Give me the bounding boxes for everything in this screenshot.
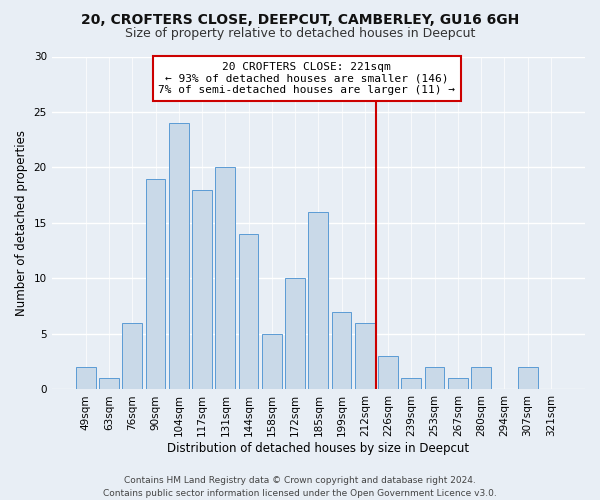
Bar — [122, 323, 142, 390]
Bar — [262, 334, 282, 390]
Bar — [471, 368, 491, 390]
Bar — [215, 168, 235, 390]
X-axis label: Distribution of detached houses by size in Deepcut: Distribution of detached houses by size … — [167, 442, 469, 455]
Bar — [239, 234, 259, 390]
Bar — [308, 212, 328, 390]
Bar — [448, 378, 468, 390]
Bar — [285, 278, 305, 390]
Bar — [76, 368, 95, 390]
Text: 20 CROFTERS CLOSE: 221sqm
← 93% of detached houses are smaller (146)
7% of semi-: 20 CROFTERS CLOSE: 221sqm ← 93% of detac… — [158, 62, 455, 95]
Bar — [99, 378, 119, 390]
Text: Size of property relative to detached houses in Deepcut: Size of property relative to detached ho… — [125, 28, 475, 40]
Bar — [378, 356, 398, 390]
Bar — [192, 190, 212, 390]
Bar — [355, 323, 375, 390]
Bar — [146, 178, 166, 390]
Bar — [332, 312, 352, 390]
Bar — [518, 368, 538, 390]
Bar — [169, 123, 188, 390]
Bar — [401, 378, 421, 390]
Text: 20, CROFTERS CLOSE, DEEPCUT, CAMBERLEY, GU16 6GH: 20, CROFTERS CLOSE, DEEPCUT, CAMBERLEY, … — [81, 12, 519, 26]
Text: Contains HM Land Registry data © Crown copyright and database right 2024.
Contai: Contains HM Land Registry data © Crown c… — [103, 476, 497, 498]
Bar — [425, 368, 445, 390]
Y-axis label: Number of detached properties: Number of detached properties — [15, 130, 28, 316]
